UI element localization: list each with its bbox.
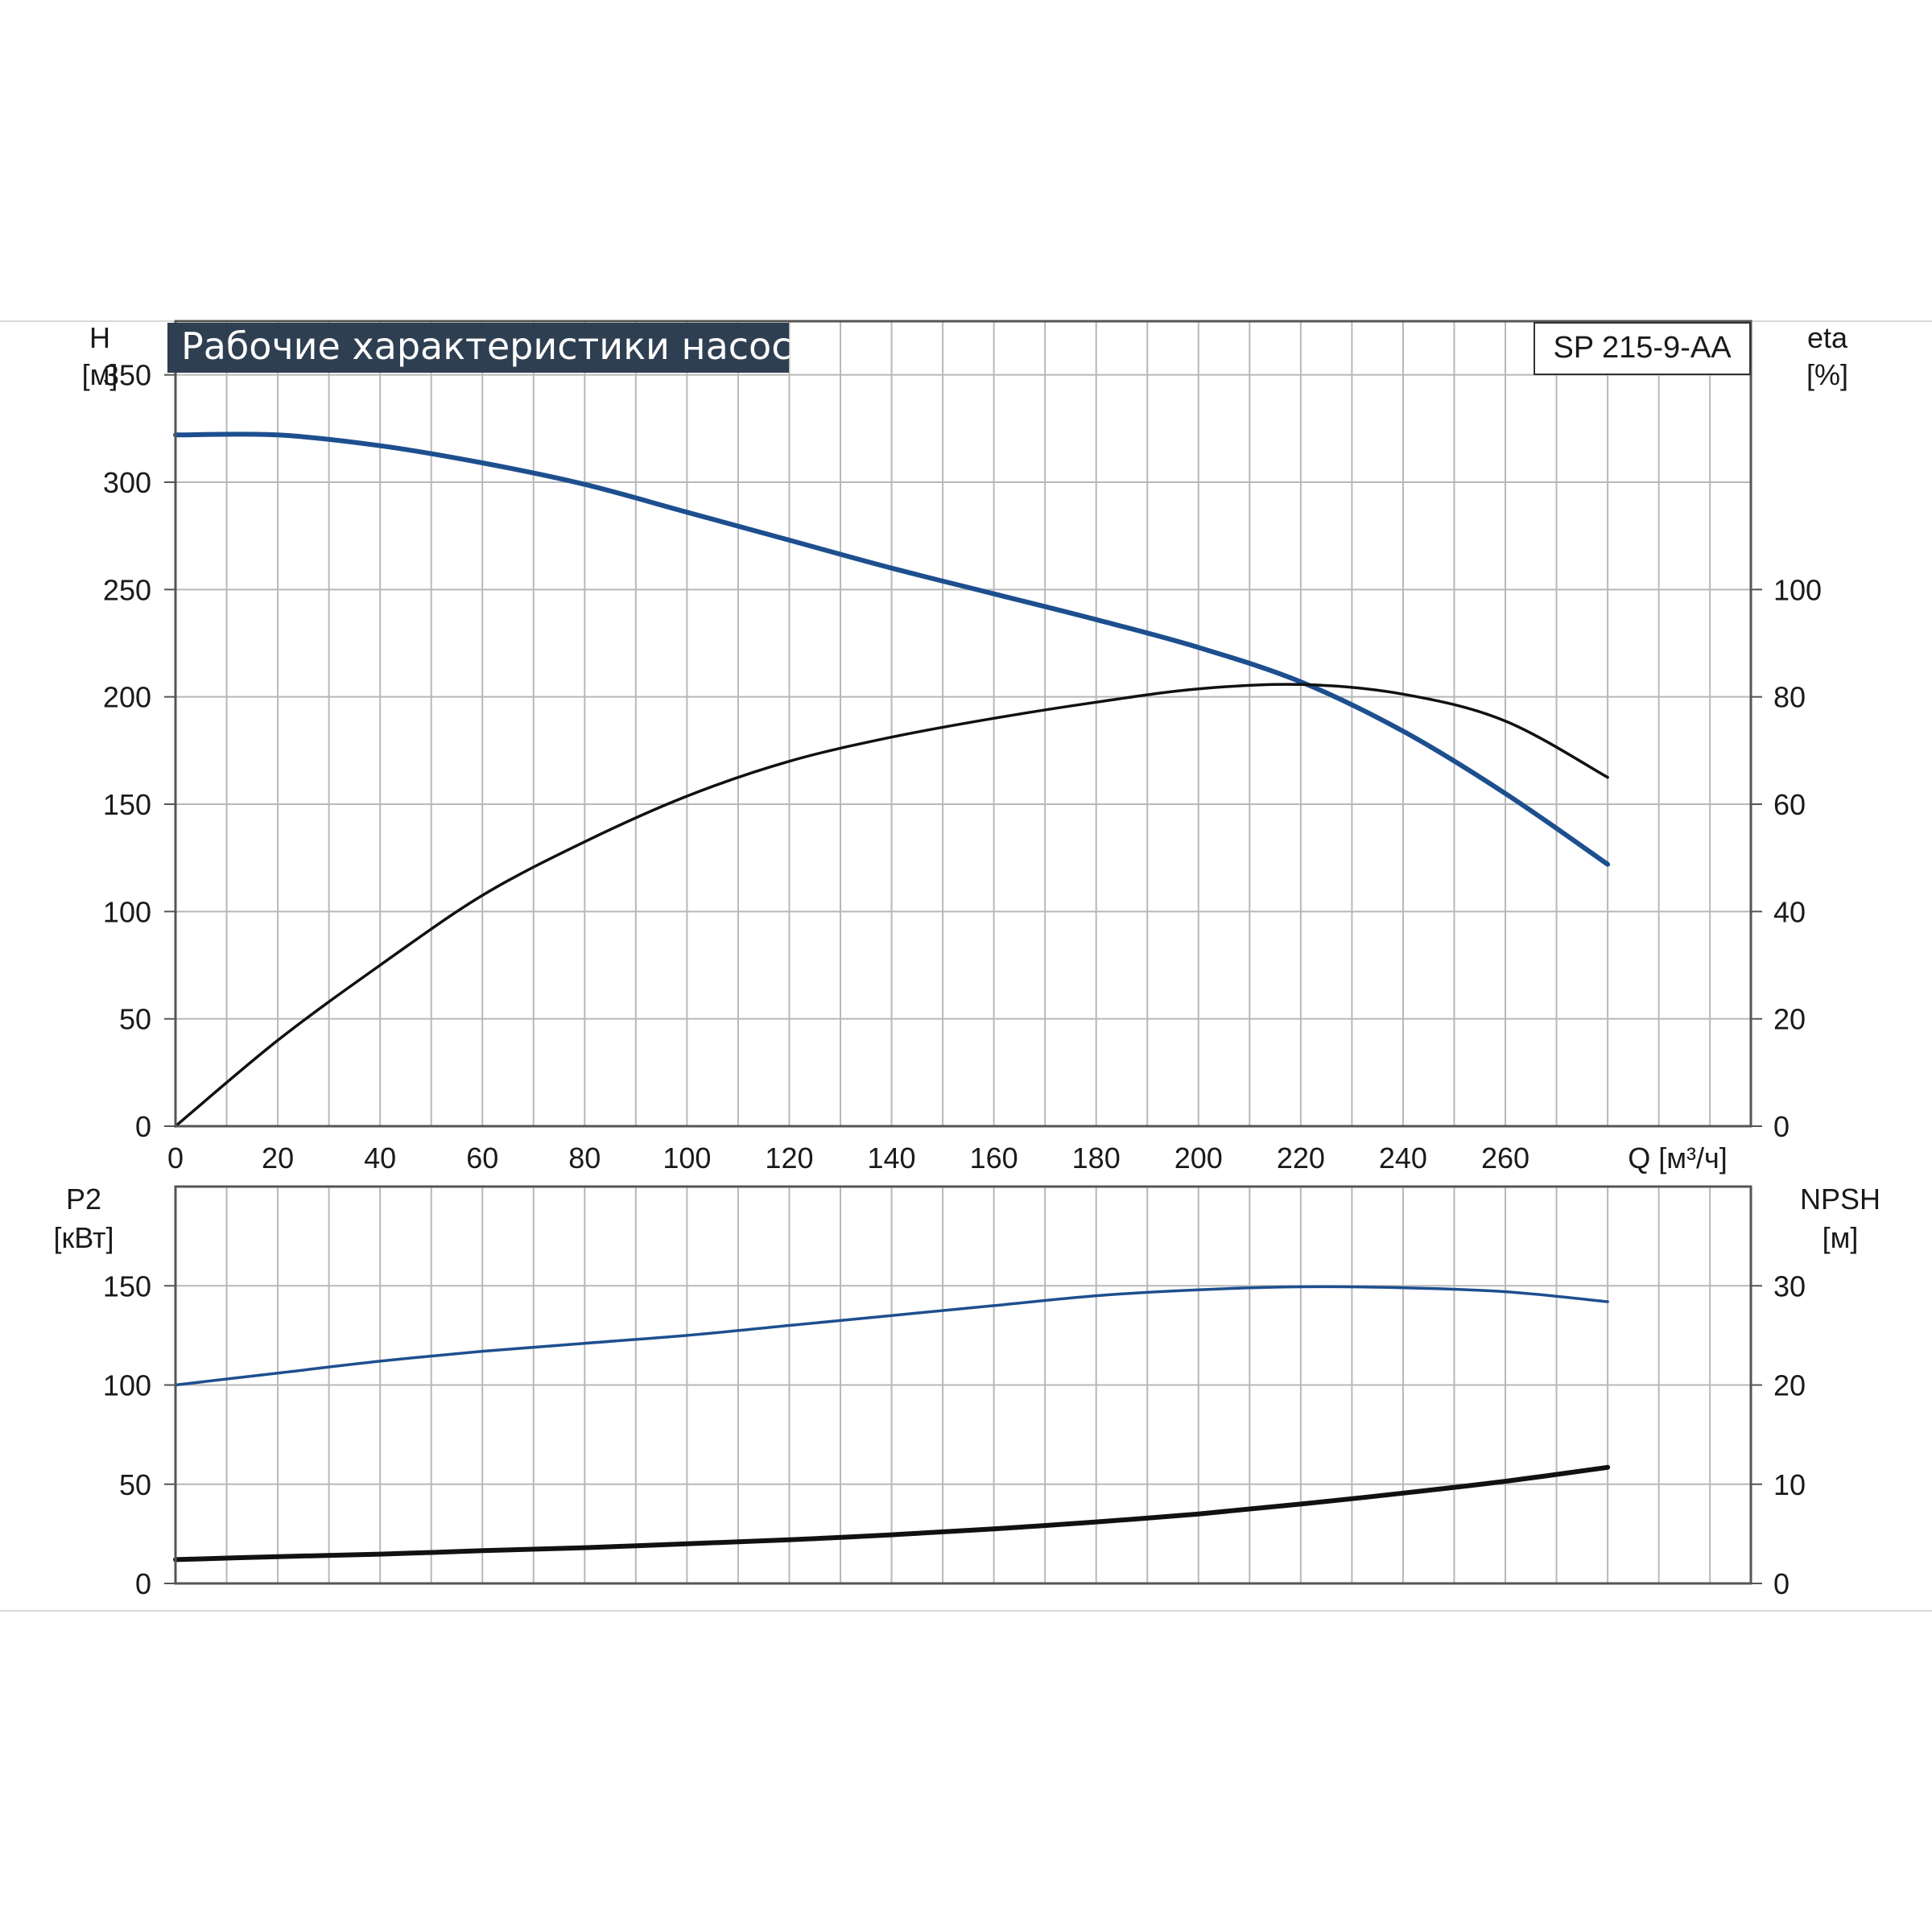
- top-right-tick-label: 60: [1773, 788, 1806, 821]
- x-tick-label: 80: [568, 1141, 601, 1174]
- x-tick-label: 0: [167, 1141, 184, 1174]
- bottom-right-axis-unit: [м]: [1823, 1221, 1859, 1254]
- x-tick-label: 200: [1174, 1141, 1223, 1174]
- top-plot-frame: [174, 320, 1752, 1128]
- bottom-left-tick-label: 150: [103, 1269, 151, 1302]
- model-box: [1534, 322, 1751, 375]
- bottom-grid: [175, 1187, 1751, 1583]
- bottom-right-tick-label: 30: [1773, 1269, 1806, 1302]
- top-right-tick-label: 0: [1773, 1110, 1790, 1143]
- top-right-tick-label: 20: [1773, 1003, 1806, 1036]
- x-tick-label: 140: [868, 1141, 916, 1174]
- top-left-axis-label: H: [89, 321, 110, 354]
- top-right-axis-unit: [%]: [1806, 358, 1848, 391]
- bottom-series: [173, 1285, 1611, 1563]
- x-tick-label: 60: [466, 1141, 498, 1174]
- top-left-axis-unit: [м]: [82, 358, 118, 391]
- bottom-left-tick-label: 0: [135, 1567, 151, 1600]
- bottom-right-axis-label: NPSH: [1800, 1183, 1880, 1216]
- power-npsh-panel: 0 50 100 150 0 10 20 30 P2 [кВт] NPSH [м]: [53, 1183, 1880, 1600]
- bottom-right-tick-label: 10: [1773, 1468, 1806, 1501]
- top-right-tick-label: 80: [1773, 681, 1806, 714]
- top-left-tick-label: 350: [103, 359, 151, 392]
- top-right-tick-label: 40: [1773, 895, 1806, 928]
- top-right-tick-label: 100: [1773, 573, 1822, 606]
- bottom-right-tick-label: 0: [1773, 1567, 1790, 1600]
- bottom-left-axis-label: P2: [66, 1183, 101, 1216]
- x-tick-label: 20: [262, 1141, 294, 1174]
- series-line-p2: [174, 1285, 1609, 1387]
- model-label: SP 215-9-AA: [1553, 331, 1732, 365]
- x-axis-label: Q [м³/ч]: [1628, 1141, 1728, 1174]
- head-efficiency-panel: 0 20 40 60 80 100 120 140 160 180 200 220 240 2600501…: [82, 320, 1848, 1174]
- top-right-axis-label: eta: [1807, 321, 1848, 354]
- top-ticks: 0 20 40 60 80 100 120 140 160 180 200 220 240 2600501…: [103, 359, 1822, 1174]
- top-series: [173, 431, 1611, 1128]
- x-tick-label: 220: [1277, 1141, 1325, 1174]
- bottom-left-tick-label: 100: [103, 1369, 151, 1402]
- x-tick-label: 100: [663, 1141, 711, 1174]
- series-line-eta: [174, 683, 1609, 1128]
- series-line-npsh: [173, 1464, 1611, 1563]
- top-left-tick-label: 300: [103, 466, 151, 499]
- top-left-tick-label: 50: [119, 1003, 151, 1036]
- title-banner: [167, 323, 789, 373]
- bottom-left-axis-unit: [кВт]: [53, 1221, 114, 1254]
- top-left-tick-label: 150: [103, 788, 151, 821]
- x-tick-label: 40: [364, 1141, 396, 1174]
- bottom-plot-frame: [174, 1185, 1752, 1585]
- series-line-h: [173, 431, 1611, 867]
- x-tick-label: 160: [970, 1141, 1018, 1174]
- top-left-tick-label: 0: [135, 1110, 151, 1143]
- bottom-left-tick-label: 50: [119, 1468, 151, 1501]
- top-left-tick-label: 100: [103, 895, 151, 928]
- x-tick-label: 240: [1379, 1141, 1427, 1174]
- bottom-ticks: 0 50 100 150 0 10 20 30: [103, 1269, 1806, 1600]
- chart-title: Рабочие характеристики насоса: [181, 324, 815, 368]
- x-tick-label: 180: [1072, 1141, 1121, 1174]
- x-tick-label: 260: [1481, 1141, 1530, 1174]
- top-left-tick-label: 200: [103, 681, 151, 714]
- bottom-right-tick-label: 20: [1773, 1369, 1806, 1402]
- x-tick-label: 120: [765, 1141, 813, 1174]
- top-left-tick-label: 250: [103, 573, 151, 606]
- top-grid: [175, 321, 1751, 1126]
